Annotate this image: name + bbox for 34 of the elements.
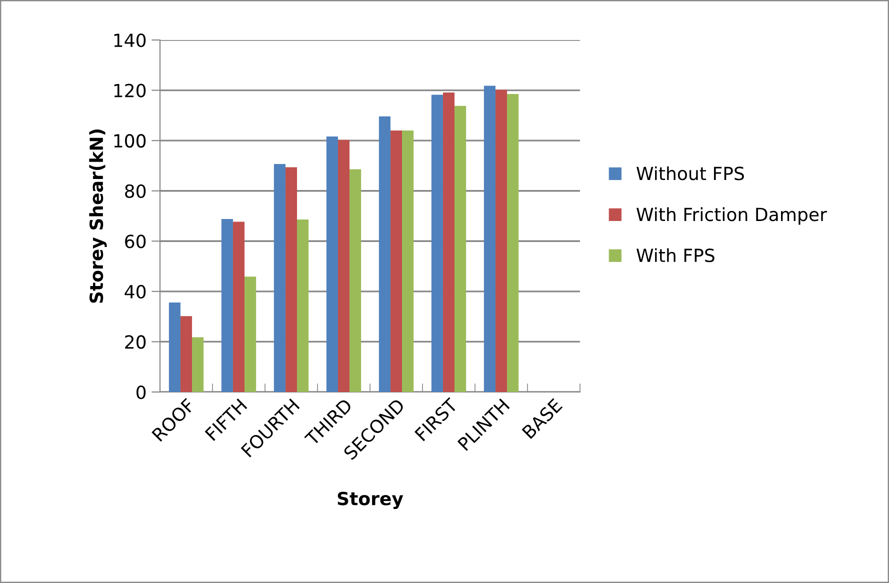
bar — [244, 276, 256, 392]
bar — [484, 86, 496, 392]
bar — [326, 136, 338, 392]
y-axis-title: Storey Shear(kN) — [89, 130, 107, 303]
x-axis-title: Storey — [338, 492, 404, 509]
y-tick-label: 0 — [136, 385, 146, 400]
y-tick-label: 20 — [125, 335, 146, 349]
legend-label: With Friction Damper — [636, 207, 827, 225]
bar — [390, 130, 402, 392]
bar — [495, 90, 508, 392]
bar — [442, 92, 455, 392]
bar — [192, 337, 204, 392]
bar — [454, 106, 466, 392]
bar — [378, 116, 390, 392]
y-tick-label: 60 — [125, 234, 146, 248]
y-tick-label: 140 — [114, 33, 146, 48]
bar — [274, 164, 286, 392]
bar — [297, 220, 309, 392]
bar — [507, 94, 519, 392]
y-tick-label: 120 — [114, 84, 146, 98]
legend-label: With FPS — [636, 248, 714, 262]
bar — [168, 302, 180, 392]
bar — [402, 130, 414, 392]
bar — [221, 219, 233, 392]
bar — [285, 167, 298, 392]
y-tick-label: 80 — [125, 184, 146, 198]
bar — [431, 94, 443, 392]
legend-label: Without FPS — [636, 166, 744, 180]
bar — [232, 222, 245, 392]
bar — [338, 140, 350, 392]
y-tick-label: 100 — [114, 134, 146, 148]
bar — [180, 316, 192, 392]
bar — [350, 169, 362, 392]
y-tick-label: 40 — [124, 284, 146, 299]
